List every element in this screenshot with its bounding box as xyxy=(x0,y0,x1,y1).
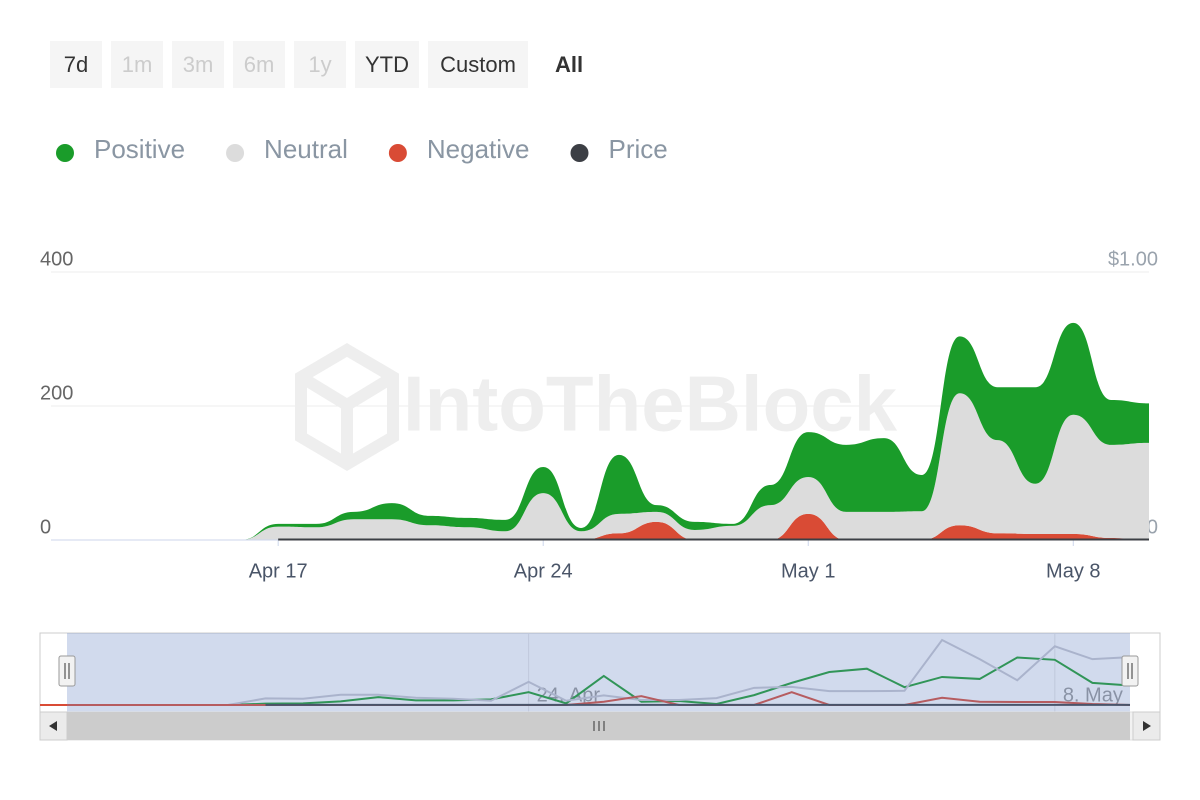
y-tick-label: 200 xyxy=(40,382,73,404)
scrollbar-arrow xyxy=(49,721,57,731)
legend-symbol xyxy=(226,144,245,162)
range-button[interactable]: Custom xyxy=(428,41,528,88)
area xyxy=(51,322,1149,540)
navigator-frame xyxy=(39,632,1161,713)
legend-item[interactable]: Positive xyxy=(56,134,185,164)
range-button-label: Custom xyxy=(440,52,516,77)
area xyxy=(51,513,1149,540)
x-tick-label: Apr 24 xyxy=(514,560,573,582)
range-button-bg xyxy=(50,41,102,88)
legend-item[interactable]: Negative xyxy=(388,134,530,164)
range-button-label: 1m xyxy=(122,52,153,77)
legend-label: Positive xyxy=(94,134,185,164)
legend-symbol xyxy=(56,144,74,162)
legend-item[interactable]: Neutral xyxy=(226,134,348,164)
range-button-label: 6m xyxy=(244,52,275,77)
navigator-tick-label: 8. May xyxy=(1063,684,1123,706)
range-button-bg xyxy=(233,41,285,88)
range-button-label: YTD xyxy=(365,52,409,77)
scrollbar[interactable] xyxy=(39,711,1161,741)
range-button[interactable]: 7d xyxy=(50,41,102,88)
range-button-label: 7d xyxy=(64,52,88,77)
legend-label: Price xyxy=(609,134,668,164)
legend-label: Negative xyxy=(427,134,530,164)
range-button-label: 1y xyxy=(308,52,331,77)
x-tick-label: Apr 17 xyxy=(249,560,308,582)
range-button-bg xyxy=(111,41,163,88)
area xyxy=(51,393,1149,540)
range-button-label: 3m xyxy=(183,52,214,77)
legend-symbol xyxy=(570,144,589,162)
range-button-bg xyxy=(428,41,528,88)
watermark-logo xyxy=(295,343,399,471)
watermark: IntoTheBlock xyxy=(403,360,898,448)
range-button-bg xyxy=(172,41,224,88)
y2-tick-label: $1.00 xyxy=(1108,248,1158,270)
x-tick-label: May 1 xyxy=(781,560,835,582)
navigator-mask xyxy=(67,633,1130,712)
legend-item[interactable]: Price xyxy=(570,134,668,164)
range-button: 1m xyxy=(111,41,163,88)
scrollbar-arrow xyxy=(1143,721,1151,731)
handle-box xyxy=(1121,655,1139,687)
range-button-label: All xyxy=(555,52,583,77)
y-tick-label: 0 xyxy=(40,516,51,538)
legend-label: Neutral xyxy=(264,134,348,164)
range-button-bg xyxy=(355,41,419,88)
legend-symbol xyxy=(388,144,407,162)
x-tick-label: May 8 xyxy=(1046,560,1100,582)
handle-box xyxy=(58,655,76,687)
y-tick-label: 400 xyxy=(40,248,73,270)
navigator: 24. Apr8. May xyxy=(39,632,1161,741)
navigator-line xyxy=(40,691,1131,706)
range-button-bg xyxy=(294,41,346,88)
range-button: 1y xyxy=(294,41,346,88)
navigator-handle[interactable] xyxy=(58,655,76,687)
navigator-handle[interactable] xyxy=(1121,655,1139,687)
range-button: 3m xyxy=(172,41,224,88)
range-button: 6m xyxy=(233,41,285,88)
range-button[interactable]: All xyxy=(555,52,583,77)
range-button[interactable]: YTD xyxy=(355,41,419,88)
